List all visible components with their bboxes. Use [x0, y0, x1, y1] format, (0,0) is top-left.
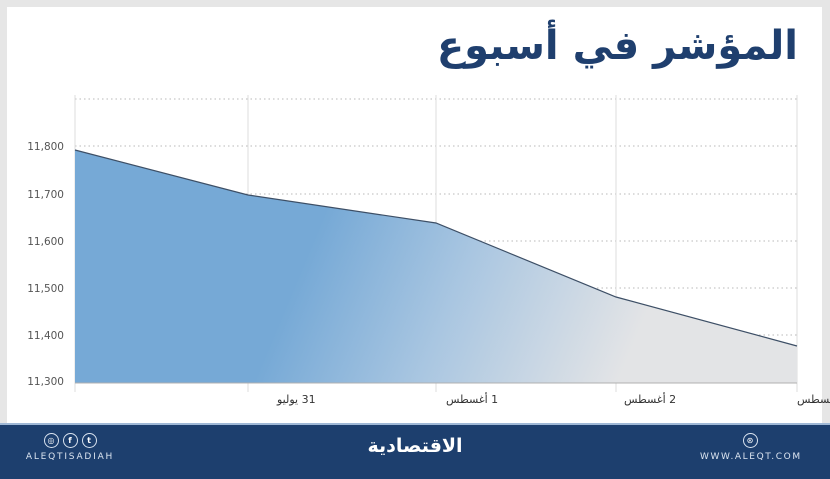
social-icons: ◎ f t — [22, 433, 118, 448]
chart-title: المؤشر في أسبوع — [436, 23, 799, 69]
series-line — [74, 149, 798, 347]
facebook-icon[interactable]: f — [62, 433, 78, 448]
instagram-icon[interactable]: ◎ — [43, 433, 59, 448]
social-block: ◎ f t ALEQTISADIAH — [22, 433, 118, 462]
y-tick-11300: 11,300 — [27, 376, 64, 388]
x-axis-labels: 31 يوليو 1 أغسطس 2 أغسطس 3 أغسطس — [276, 392, 830, 406]
y-tick-11400: 11,400 — [27, 330, 64, 342]
area-chart: 11,800 11,700 11,600 11,500 11,400 11,30… — [27, 95, 830, 406]
x-label-31-july: 31 يوليو — [276, 393, 316, 406]
x-label-3-august: 3 أغسطس — [797, 392, 830, 406]
x-label-2-august: 2 أغسطس — [624, 392, 676, 406]
y-tick-11500: 11,500 — [27, 283, 64, 295]
y-tick-11700: 11,700 — [27, 189, 64, 201]
globe-icon[interactable]: ⊛ — [742, 433, 758, 448]
footer-bar: ◎ f t ALEQTISADIAH الاقتصادية ⊛ WWW.ALEQ… — [0, 423, 830, 479]
y-tick-11600: 11,600 — [27, 236, 64, 248]
social-handle: ALEQTISADIAH — [25, 452, 115, 462]
website-url[interactable]: WWW.ALEQT.COM — [700, 452, 802, 462]
y-tick-11800: 11,800 — [27, 141, 64, 153]
twitter-icon[interactable]: t — [81, 433, 97, 448]
x-label-1-august: 1 أغسطس — [446, 392, 498, 406]
website-block: ⊛ WWW.ALEQT.COM — [700, 433, 800, 462]
area-fill — [75, 150, 797, 383]
brand-logo: الاقتصادية — [367, 435, 463, 457]
y-axis-labels: 11,800 11,700 11,600 11,500 11,400 11,30… — [27, 141, 64, 388]
